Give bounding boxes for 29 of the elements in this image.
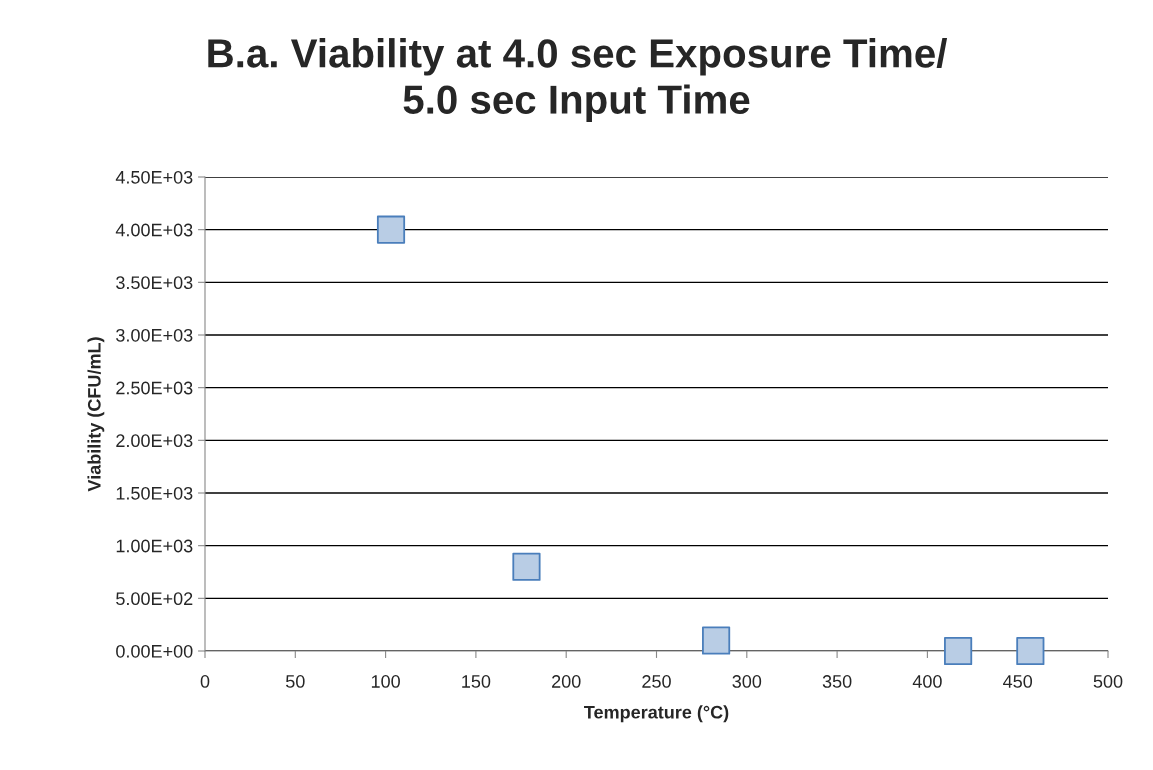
point (376, 215, 406, 244)
point (702, 626, 731, 655)
x-tick-label: 500 (1093, 675, 1123, 688)
y-tick-label: 4.50E+03 (115, 170, 193, 184)
x-tick-label: 300 (732, 675, 762, 688)
x-tick-label: 350 (822, 675, 852, 688)
x-tick-label: 400 (912, 675, 942, 688)
point (512, 552, 541, 581)
x-axis-title: Temperature (°C) (584, 705, 729, 723)
y-tick-label: 5.00E+02 (116, 592, 193, 606)
y-axis-title: Viability (CFU/mL) (87, 337, 105, 492)
y-tick-label: 0.00E+00 (116, 644, 193, 658)
point (1016, 636, 1045, 666)
x-tick-label: 100 (371, 675, 400, 688)
y-tick-label: 4.00E+03 (115, 223, 193, 237)
x-tick-label: 0 (200, 675, 210, 688)
y-tick-label: 3.00E+03 (116, 328, 193, 342)
x-tick-label: 200 (552, 675, 581, 688)
y-tick-label: 1.00E+03 (116, 539, 193, 553)
x-tick-label: 150 (462, 675, 491, 688)
x-tick-label: 50 (285, 675, 305, 688)
x-tick-label: 450 (1003, 675, 1033, 688)
x-tick-label: 250 (642, 675, 671, 688)
y-tick-label: 1.50E+03 (116, 486, 193, 500)
chart-title: B.a. Viability at 4.0 sec Exposure Time/ 5.0 sec Input Time (208, 38, 948, 122)
y-tick-label: 2.00E+03 (116, 434, 193, 448)
y-tick-label: 3.50E+03 (116, 276, 193, 290)
y-tick-label: 2.50E+03 (116, 381, 193, 395)
point (944, 636, 973, 666)
